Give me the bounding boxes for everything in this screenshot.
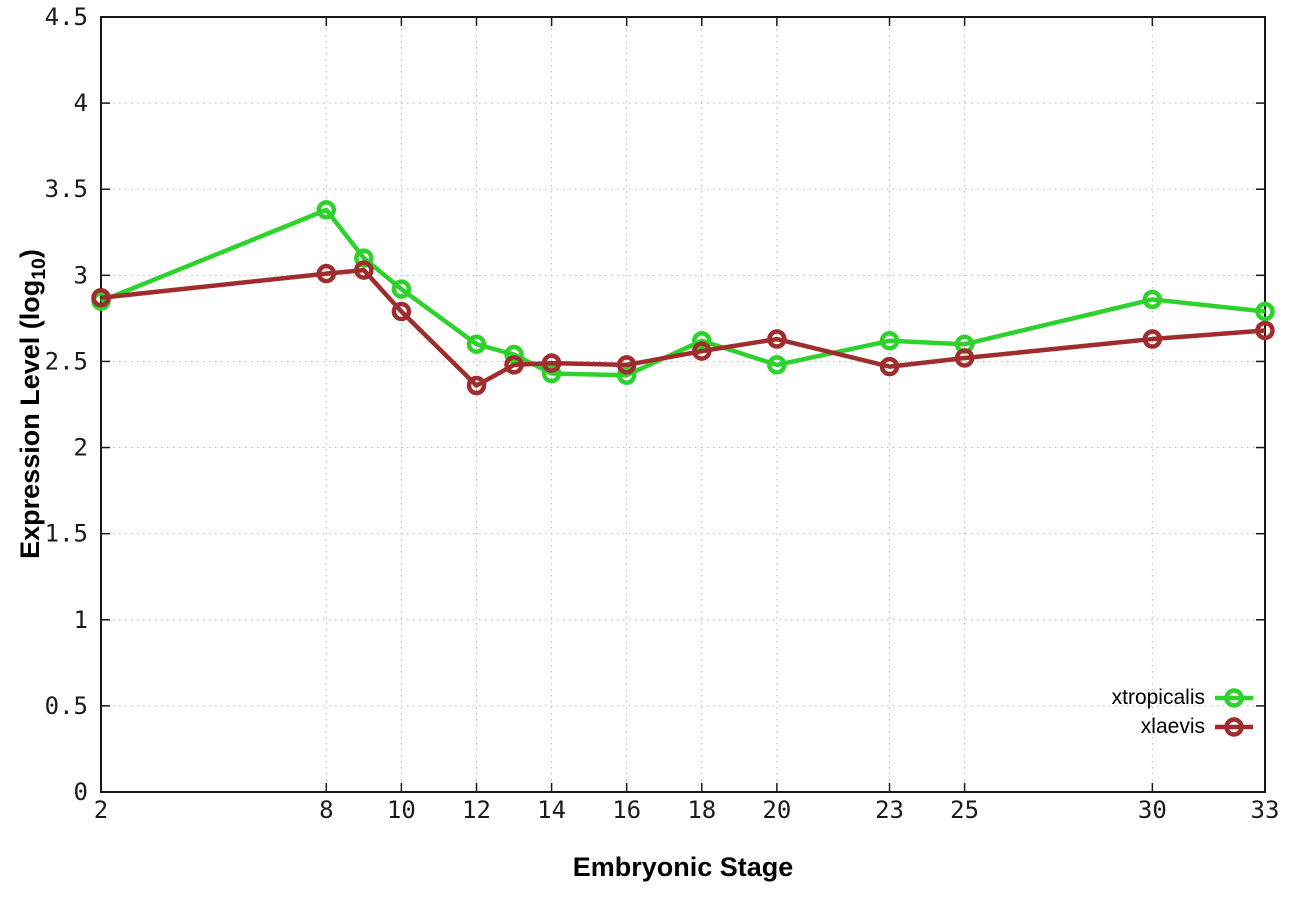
xtropicalis-line <box>100 207 1266 378</box>
y-tick-label: 0 <box>74 778 88 806</box>
xtropicalis-marker <box>1142 289 1163 310</box>
xtropicalis-marker <box>767 355 787 375</box>
x-tick-label: 12 <box>462 796 491 824</box>
xlaevis-marker <box>541 353 562 373</box>
xlaevis-marker <box>692 341 712 361</box>
xtropicalis-marker <box>354 248 374 268</box>
xtropicalis-marker <box>541 363 562 384</box>
y-tick-label: 0.5 <box>45 692 88 720</box>
xlaevis-line-marker-sample <box>1215 717 1253 737</box>
x-tick-label: 14 <box>537 796 566 824</box>
y-tick-label: 3 <box>74 261 88 289</box>
y-axis-label: Expression Level (log10) <box>15 249 51 559</box>
x-tick-label: 18 <box>687 796 716 824</box>
x-axis-label: Embryonic Stage <box>572 852 794 882</box>
legend-item-xlaevis: xlaevis <box>1141 715 1254 739</box>
x-tick-label: 2 <box>94 796 108 824</box>
xlaevis-marker <box>1255 320 1275 341</box>
xlaevis-marker <box>391 301 412 322</box>
xtropicalis-marker <box>316 200 337 220</box>
xtropicalis-marker <box>391 279 412 299</box>
legend: xtropicalis xlaevis <box>1112 686 1254 739</box>
xlaevis-line <box>100 267 1266 388</box>
xtropicalis-marker <box>879 331 900 351</box>
y-tick-label: 1.5 <box>45 520 88 548</box>
x-tick-label: 33 <box>1251 796 1280 824</box>
xtropicalis-marker <box>616 365 637 385</box>
legend-label-xtropicalis: xtropicalis <box>1111 686 1205 709</box>
y-axis-label-subscript: 10 <box>28 258 51 280</box>
y-axis-label-close: ) <box>14 249 45 259</box>
y-tick-label: 4 <box>74 89 88 117</box>
xlaevis-marker <box>354 260 374 280</box>
xlaevis-marker <box>954 348 975 368</box>
xlaevis-marker <box>466 375 487 396</box>
x-tick-label: 25 <box>950 796 979 824</box>
xtropicalis-marker <box>466 334 487 354</box>
xtropicalis-marker <box>1255 301 1275 322</box>
xtropicalis-marker <box>692 331 712 351</box>
legend-item-xtropicalis: xtropicalis <box>1112 686 1254 710</box>
xlaevis-marker <box>504 355 524 375</box>
legend-label-xlaevis: xlaevis <box>1140 715 1205 738</box>
xlaevis-marker <box>767 329 787 349</box>
x-tick-label: 23 <box>875 796 904 824</box>
y-axis-label-text: Expression Level (log <box>14 279 45 559</box>
xlaevis-marker <box>879 356 900 377</box>
xlaevis-marker <box>91 287 111 308</box>
xlaevis-marker <box>1142 329 1163 349</box>
xlaevis-marker <box>316 263 337 284</box>
y-tick-label: 4.5 <box>45 3 88 31</box>
x-tick-label: 10 <box>387 796 416 824</box>
x-tick-label: 8 <box>319 796 333 824</box>
xtropicalis-marker <box>504 344 524 365</box>
xlaevis-marker <box>616 355 637 375</box>
y-tick-label: 1 <box>74 606 88 634</box>
plot-border <box>100 16 1266 793</box>
x-tick-label: 16 <box>612 796 641 824</box>
x-tick-label: 20 <box>762 796 791 824</box>
y-tick-label: 2 <box>74 434 88 462</box>
y-tick-label: 2.5 <box>45 347 88 375</box>
x-tick-label: 30 <box>1138 796 1167 824</box>
y-tick-label: 3.5 <box>45 175 88 203</box>
xtropicalis-line-marker-sample <box>1215 688 1253 708</box>
